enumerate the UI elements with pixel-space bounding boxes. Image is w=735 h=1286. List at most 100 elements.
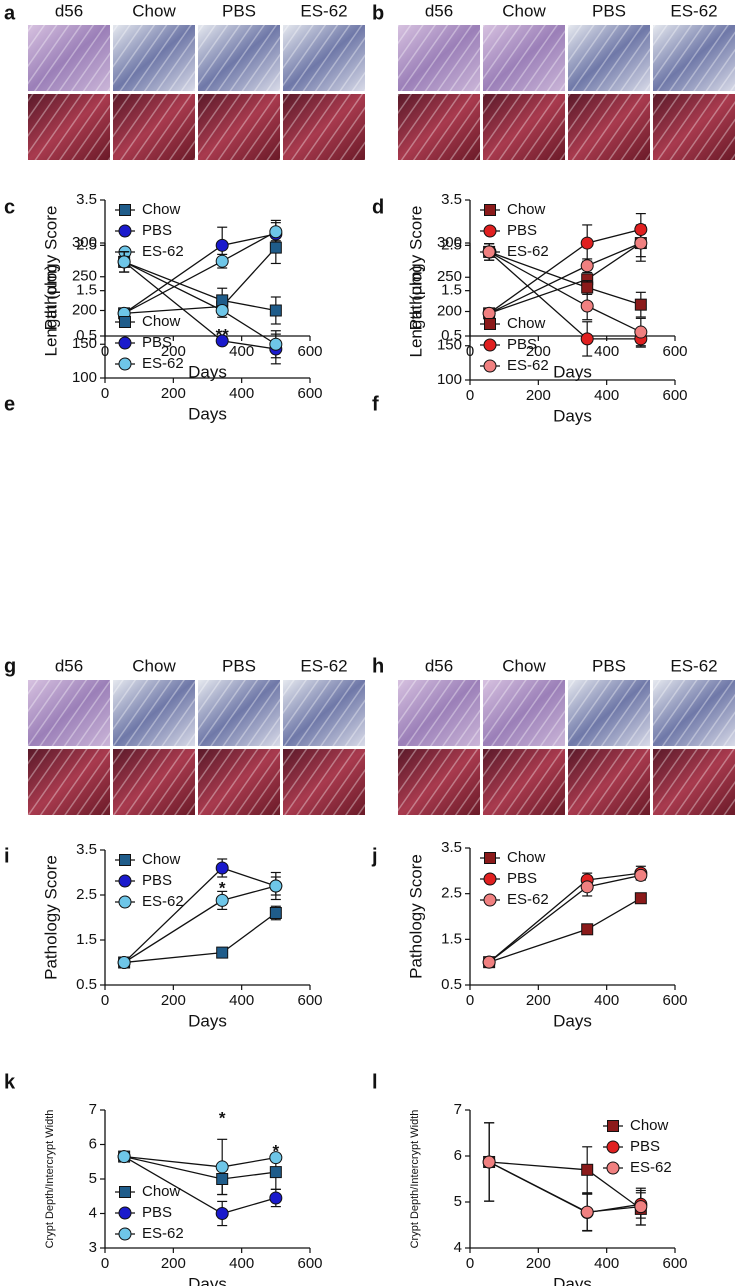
histology-texture: [198, 94, 280, 160]
histology-texture: [483, 749, 565, 815]
panel-letter: g: [4, 655, 16, 677]
panel-letter: b: [372, 2, 384, 24]
histology-texture: [653, 94, 735, 160]
histology-texture: [483, 25, 565, 91]
series-line: [123, 261, 276, 312]
panel-letter: c: [4, 196, 15, 218]
data-point: [215, 254, 229, 268]
legend-marker: [119, 316, 131, 328]
x-tick-label: 200: [526, 387, 551, 404]
legend-marker: [484, 204, 496, 216]
x-tick-label: 200: [161, 1255, 186, 1272]
data-point: [634, 236, 648, 250]
histology-texture: [483, 680, 565, 746]
legend-label: Chow: [630, 1117, 669, 1134]
x-tick-label: 0: [101, 1255, 109, 1272]
x-axis-title: Days: [553, 1011, 592, 1030]
significance-marker: *: [219, 1109, 226, 1128]
histology-texture: [568, 25, 650, 91]
legend-marker: [606, 1161, 620, 1175]
legend-label: ES-62: [142, 1225, 184, 1242]
histology-texture: [283, 25, 365, 91]
column-label: PBS: [592, 656, 626, 675]
panel-letter: d: [372, 196, 384, 218]
panel-letter: h: [372, 655, 384, 677]
column-label: d56: [425, 1, 453, 20]
y-tick-label: 0.5: [441, 976, 462, 993]
histology-texture: [28, 749, 110, 815]
histology-texture: [653, 680, 735, 746]
legend-marker: [118, 357, 132, 371]
panel-letter: a: [4, 2, 16, 24]
x-tick-label: 0: [466, 387, 474, 404]
x-tick-label: 600: [662, 1255, 687, 1272]
y-axis-title: Length (µm): [406, 266, 425, 358]
column-label: d56: [425, 656, 453, 675]
data-point: [215, 238, 229, 252]
data-point: [215, 1207, 229, 1220]
x-tick-label: 400: [229, 343, 254, 360]
histology-texture: [283, 680, 365, 746]
column-label: Chow: [132, 1, 176, 20]
legend-label: Chow: [142, 851, 181, 868]
y-tick-label: 5: [454, 1193, 462, 1210]
y-tick-label: 2.5: [76, 236, 97, 253]
data-point: [215, 893, 229, 907]
legend-label: PBS: [142, 222, 172, 239]
data-point: [269, 241, 282, 254]
x-tick-label: 0: [101, 992, 109, 1009]
y-axis-title: Crypt Depth/Intercrypt Width: [409, 1110, 421, 1249]
x-tick-label: 600: [297, 343, 322, 360]
x-axis-title: Days: [188, 404, 227, 423]
x-tick-label: 400: [594, 1255, 619, 1272]
column-label: Chow: [502, 1, 546, 20]
y-tick-label: 1.5: [441, 282, 462, 299]
y-tick-label: 2.5: [76, 886, 97, 903]
data-point: [580, 299, 594, 313]
legend-label: ES-62: [142, 243, 184, 260]
x-tick-label: 200: [526, 343, 551, 360]
column-label: ES-62: [670, 656, 717, 675]
data-point: [482, 245, 496, 259]
y-tick-label: 150: [437, 337, 462, 354]
y-tick-label: 0.5: [76, 976, 97, 993]
column-label: PBS: [592, 1, 626, 20]
legend-label: ES-62: [507, 357, 549, 374]
legend-marker: [483, 872, 497, 886]
series-line: [124, 912, 277, 964]
data-point: [269, 304, 282, 317]
data-point: [269, 225, 283, 239]
x-tick-label: 0: [466, 992, 474, 1009]
x-tick-label: 200: [161, 992, 186, 1009]
data-point: [269, 907, 282, 919]
y-tick-label: 7: [454, 1101, 462, 1118]
data-point: [482, 955, 496, 969]
histology-texture: [653, 749, 735, 815]
y-tick-label: 1.5: [441, 930, 462, 947]
series-line: [123, 261, 277, 345]
x-axis-title: Days: [188, 362, 227, 381]
histology-texture: [113, 680, 195, 746]
panel-letter: j: [371, 845, 378, 867]
significance-marker: *: [219, 879, 226, 898]
legend-label: Chow: [507, 201, 546, 218]
column-label: d56: [55, 1, 83, 20]
histology-texture: [568, 680, 650, 746]
legend-marker: [483, 359, 497, 373]
histology-texture: [283, 749, 365, 815]
histology-texture: [398, 680, 480, 746]
legend-label: PBS: [142, 872, 172, 889]
histology-texture: [198, 25, 280, 91]
data-point: [117, 1150, 131, 1164]
y-axis-title: Pathology Score: [41, 206, 60, 331]
panel-letter: e: [4, 393, 15, 415]
column-label: ES-62: [300, 1, 347, 20]
histology-texture: [113, 25, 195, 91]
histology-texture: [398, 94, 480, 160]
y-tick-label: 1.5: [76, 282, 97, 299]
y-axis-title: Pathology Score: [41, 855, 60, 980]
legend-marker: [118, 874, 132, 888]
y-axis-title: Crypt Depth/Intercrypt Width: [44, 1110, 56, 1249]
data-point: [580, 880, 594, 894]
data-point: [634, 298, 647, 311]
